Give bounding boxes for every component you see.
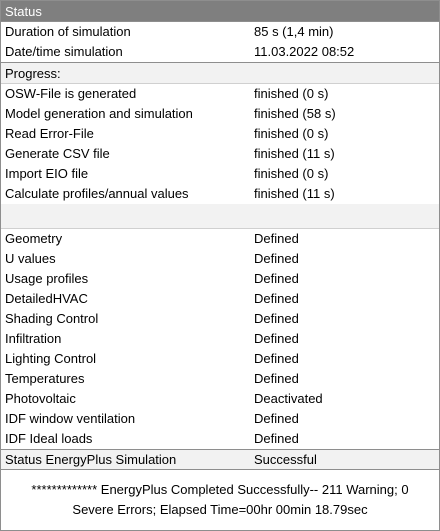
progress-row: Read Error-File finished (0 s) — [1, 124, 439, 144]
progress-step-label: Generate CSV file — [5, 146, 110, 161]
component-label: Usage profiles — [5, 271, 89, 286]
progress-list: OSW-File is generated finished (0 s) Mod… — [1, 84, 439, 204]
component-value: Defined — [254, 311, 299, 326]
component-row: Photovoltaic Deactivated — [1, 389, 439, 409]
datetime-row: Date/time simulation 11.03.2022 08:52 — [1, 42, 439, 62]
progress-heading: Progress: — [1, 63, 439, 84]
component-row: Infiltration Defined — [1, 329, 439, 349]
component-value: Defined — [254, 231, 299, 246]
progress-step-value: finished (58 s) — [254, 106, 336, 121]
component-value: Defined — [254, 351, 299, 366]
component-label: Temperatures — [5, 371, 85, 386]
component-row: U values Defined — [1, 249, 439, 269]
progress-step-label: Model generation and simulation — [5, 106, 193, 121]
component-value: Defined — [254, 271, 299, 286]
component-list: Geometry Defined U values Defined Usage … — [1, 229, 439, 449]
component-row: Geometry Defined — [1, 229, 439, 249]
progress-step-label: Read Error-File — [5, 126, 94, 141]
datetime-label: Date/time simulation — [5, 44, 123, 59]
completion-message: ************* EnergyPlus Completed Succe… — [1, 470, 439, 520]
completion-message-line-2: Severe Errors; Elapsed Time=00hr 00min 1… — [72, 502, 368, 517]
component-value: Defined — [254, 431, 299, 446]
component-label: IDF Ideal loads — [5, 431, 93, 446]
progress-step-label: Import EIO file — [5, 166, 89, 181]
component-value: Defined — [254, 251, 299, 266]
section-divider — [1, 204, 439, 229]
duration-row: Duration of simulation 85 s (1,4 min) — [1, 22, 439, 42]
component-value: Defined — [254, 331, 299, 346]
progress-step-value: finished (0 s) — [254, 126, 329, 141]
component-row: Temperatures Defined — [1, 369, 439, 389]
progress-step-value: finished (11 s) — [254, 186, 335, 201]
component-label: Photovoltaic — [5, 391, 76, 406]
progress-row: Import EIO file finished (0 s) — [1, 164, 439, 184]
progress-step-label: OSW-File is generated — [5, 86, 137, 101]
energyplus-status-value: Successful — [254, 452, 317, 467]
component-value: Defined — [254, 371, 299, 386]
component-row: DetailedHVAC Defined — [1, 289, 439, 309]
progress-step-value: finished (0 s) — [254, 166, 329, 181]
component-label: Infiltration — [5, 331, 62, 346]
component-value: Defined — [254, 291, 299, 306]
simulation-info: Duration of simulation 85 s (1,4 min) Da… — [1, 22, 439, 63]
component-label: IDF window ventilation — [5, 411, 136, 426]
energyplus-status-label: Status EnergyPlus Simulation — [5, 452, 177, 467]
panel-header: Status — [1, 1, 439, 22]
component-label: Lighting Control — [5, 351, 97, 366]
component-row: IDF Ideal loads Defined — [1, 429, 439, 449]
progress-step-label: Calculate profiles/annual values — [5, 186, 189, 201]
duration-value: 85 s (1,4 min) — [254, 24, 334, 39]
progress-row: Model generation and simulation finished… — [1, 104, 439, 124]
component-value: Deactivated — [254, 391, 323, 406]
component-value: Defined — [254, 411, 299, 426]
component-row: Shading Control Defined — [1, 309, 439, 329]
energyplus-status-row: Status EnergyPlus Simulation Successful — [1, 449, 439, 470]
component-label: Geometry — [5, 231, 63, 246]
progress-row: OSW-File is generated finished (0 s) — [1, 84, 439, 104]
progress-row: Generate CSV file finished (11 s) — [1, 144, 439, 164]
progress-step-value: finished (11 s) — [254, 146, 335, 161]
progress-row: Calculate profiles/annual values finishe… — [1, 184, 439, 204]
component-row: IDF window ventilation Defined — [1, 409, 439, 429]
completion-message-line-1: ************* EnergyPlus Completed Succe… — [31, 482, 409, 497]
duration-label: Duration of simulation — [5, 24, 131, 39]
component-row: Usage profiles Defined — [1, 269, 439, 289]
component-row: Lighting Control Defined — [1, 349, 439, 369]
datetime-value: 11.03.2022 08:52 — [254, 44, 355, 59]
component-label: DetailedHVAC — [5, 291, 88, 306]
component-label: Shading Control — [5, 311, 99, 326]
component-label: U values — [5, 251, 56, 266]
progress-step-value: finished (0 s) — [254, 86, 329, 101]
